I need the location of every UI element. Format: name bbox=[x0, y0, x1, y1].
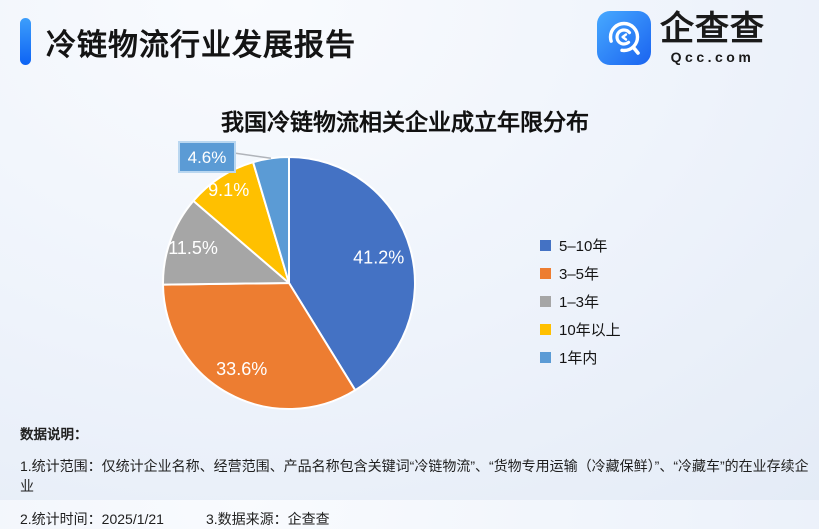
legend-item: 10年以上 bbox=[540, 321, 621, 339]
qcc-logo-text: 企查查 Qcc.com bbox=[660, 11, 765, 65]
title-accent-bar bbox=[20, 18, 31, 65]
note-source: 3.数据来源：企查查 bbox=[205, 511, 330, 527]
qcc-domain: Qcc.com bbox=[670, 49, 755, 65]
qcc-brand-name: 企查查 bbox=[660, 10, 765, 48]
legend-label: 5–10年 bbox=[559, 237, 608, 255]
slice-value-label: 9.1% bbox=[208, 180, 249, 200]
legend-item: 3–5年 bbox=[540, 265, 621, 283]
legend-swatch bbox=[540, 323, 551, 335]
notes-title: 数据说明： bbox=[20, 427, 88, 442]
legend-swatch bbox=[540, 239, 551, 251]
slice-value-label: 11.5% bbox=[168, 238, 218, 258]
legend-label: 10年以上 bbox=[559, 321, 621, 339]
callout-box bbox=[178, 141, 236, 173]
slice-value-label: 41.2% bbox=[353, 248, 404, 268]
qcc-logo-icon bbox=[597, 11, 651, 65]
pie-slice bbox=[252, 155, 290, 284]
legend-label: 3–5年 bbox=[559, 265, 600, 283]
slice-value-label: 33.6% bbox=[216, 359, 267, 379]
legend-label: 1–3年 bbox=[559, 293, 600, 311]
note-scope: 1.统计范围：仅统计企业名称、经营范围、产品名称包含关键词“冷链物流”、“货物专… bbox=[20, 458, 809, 494]
legend-label: 1年内 bbox=[559, 349, 598, 367]
legend-swatch bbox=[540, 295, 551, 307]
callout-value-label: 4.6% bbox=[188, 148, 227, 167]
chart-title: 我国冷链物流相关企业成立年限分布 bbox=[221, 109, 589, 135]
note-time: 2.统计时间：2025/1/21 bbox=[20, 511, 164, 527]
legend-swatch bbox=[540, 351, 551, 363]
report-header: 冷链物流行业发展报告 bbox=[20, 18, 356, 65]
data-notes: 数据说明： 1.统计范围：仅统计企业名称、经营范围、产品名称包含关键词“冷链物流… bbox=[20, 423, 819, 529]
legend-item: 1年内 bbox=[540, 349, 621, 367]
legend-swatch bbox=[540, 267, 551, 279]
callout-leader-line bbox=[233, 152, 272, 160]
report-title: 冷链物流行业发展报告 bbox=[46, 28, 356, 62]
pie-slice bbox=[192, 161, 290, 284]
chart-legend: 5–10年 3–5年 1–3年 10年以上 1年内 bbox=[540, 237, 621, 367]
qcc-logo: 企查查 Qcc.com bbox=[597, 11, 765, 65]
legend-item: 1–3年 bbox=[540, 293, 621, 311]
pie-slice bbox=[288, 156, 416, 392]
pie-slice bbox=[161, 199, 290, 286]
legend-item: 5–10年 bbox=[540, 237, 621, 255]
pie-slice bbox=[162, 282, 357, 410]
